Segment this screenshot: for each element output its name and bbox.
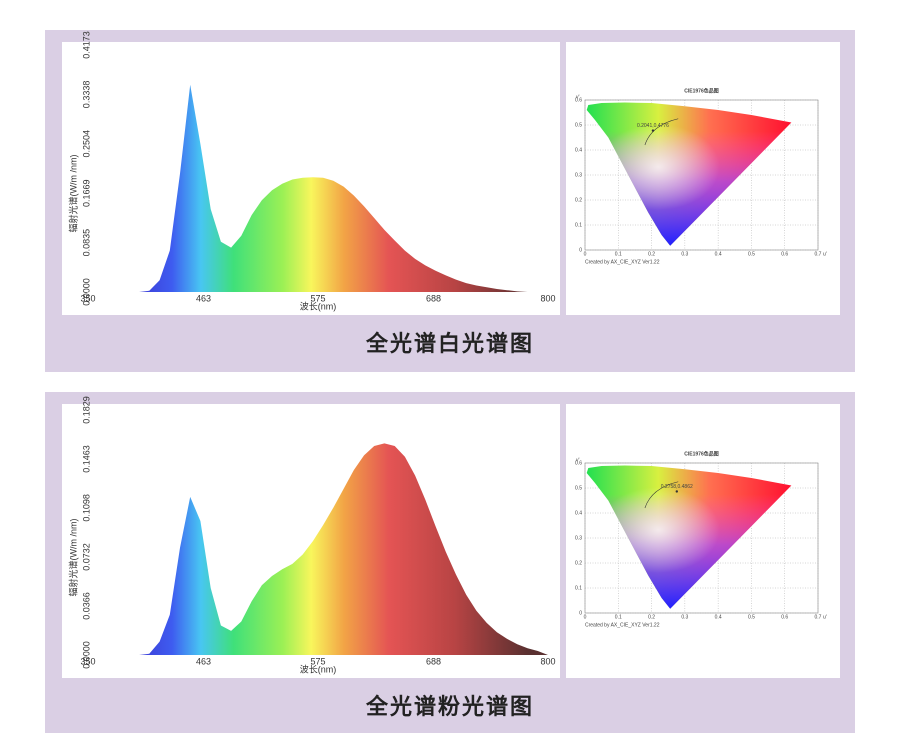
x-tick-label: 0.7 [815, 251, 822, 257]
x-tick-label: 0.2 [648, 251, 655, 257]
x-tick-label: 688 [426, 656, 441, 666]
x-tick-label: 0.4 [715, 251, 722, 257]
y-tick-label: 0.6 [575, 97, 582, 103]
x-tick-label: 0.5 [748, 614, 755, 620]
x-tick-label: 0.6 [781, 614, 788, 620]
y-tick-label: 0.4 [575, 147, 582, 153]
y-tick-label: 0.5 [575, 122, 582, 128]
y-tick-label: 0.1669 [81, 179, 91, 207]
point-label: 0.2758,0.4862 [661, 484, 693, 490]
y-tick-label: 0.1098 [81, 494, 91, 522]
x-tick-label: 0.2 [648, 614, 655, 620]
y-axis-label: v' [576, 457, 580, 463]
x-tick-label: 0.6 [781, 251, 788, 257]
y-tick-label: 0.3 [575, 172, 582, 178]
point-label: 0.2041,0.4776 [637, 123, 669, 129]
y-tick-label: 0.1 [575, 585, 582, 591]
caption: 全光谱白光谱图 [365, 331, 534, 356]
planck-locus [644, 118, 679, 146]
y-tick-label: 0.4 [575, 510, 582, 516]
y-tick-label: 0.0835 [81, 229, 91, 257]
x-tick-label: 463 [196, 656, 211, 666]
x-axis-label: 波长(nm) [300, 663, 337, 674]
y-axis-label: 辐射光谱(W/m /nm) [67, 519, 78, 597]
x-tick-label: 575 [310, 656, 325, 666]
x-tick-label: 0.4 [715, 614, 722, 620]
x-tick-label: 350 [80, 656, 95, 666]
x-tick-label: 575 [310, 293, 325, 303]
y-tick-label: 0.3338 [81, 81, 91, 109]
spectrum-area [139, 84, 528, 292]
x-axis-label: u' [823, 251, 827, 257]
cie-footer: Created by AX_CIE_XYZ Ver1.22 [585, 259, 660, 265]
y-tick-label: 0.0732 [81, 543, 91, 571]
y-tick-label: 0.0000 [81, 278, 91, 306]
cie-title: CIE1976色品图 [684, 87, 718, 94]
y-axis-label: 辐射光谱(W/m /nm) [67, 155, 78, 233]
x-tick-label: 0.5 [748, 251, 755, 257]
color-point [675, 490, 679, 493]
spectrum-area [139, 443, 548, 655]
x-tick-label: 0.3 [681, 251, 688, 257]
x-tick-label: 0.1 [615, 614, 622, 620]
x-tick-label: 350 [80, 293, 95, 303]
caption: 全光谱粉光谱图 [365, 694, 534, 719]
x-tick-label: 0 [584, 614, 587, 620]
y-tick-label: 0.3 [575, 535, 582, 541]
y-tick-label: 0.2504 [81, 130, 91, 158]
gamut-white [586, 465, 792, 609]
y-tick-label: 0 [579, 610, 582, 616]
x-tick-label: 0.3 [681, 614, 688, 620]
x-tick-label: 688 [426, 293, 441, 303]
x-tick-label: 800 [540, 293, 555, 303]
y-tick-label: 0.0000 [81, 641, 91, 669]
gamut-white [586, 102, 792, 246]
y-tick-label: 0.1463 [81, 445, 91, 473]
x-tick-label: 800 [540, 656, 555, 666]
y-tick-label: 0.0366 [81, 592, 91, 620]
y-tick-label: 0.4173 [81, 31, 91, 59]
y-tick-label: 0.6 [575, 460, 582, 466]
cie-title: CIE1976色品图 [684, 450, 718, 457]
x-axis-label: 波长(nm) [300, 300, 337, 311]
cie-footer: Created by AX_CIE_XYZ Ver1.22 [585, 622, 660, 628]
x-tick-label: 0.1 [615, 251, 622, 257]
y-tick-label: 0.5 [575, 485, 582, 491]
x-tick-label: 0.7 [815, 614, 822, 620]
x-tick-label: 463 [196, 293, 211, 303]
y-tick-label: 0.2 [575, 560, 582, 566]
y-axis-label: v' [576, 94, 580, 100]
y-tick-label: 0.1 [575, 222, 582, 228]
y-tick-label: 0.2 [575, 197, 582, 203]
color-point [651, 129, 655, 132]
y-tick-label: 0 [579, 247, 582, 253]
y-tick-label: 0.1829 [81, 396, 91, 424]
x-axis-label: u' [823, 614, 827, 620]
planck-locus [644, 481, 679, 509]
x-tick-label: 0 [584, 251, 587, 257]
